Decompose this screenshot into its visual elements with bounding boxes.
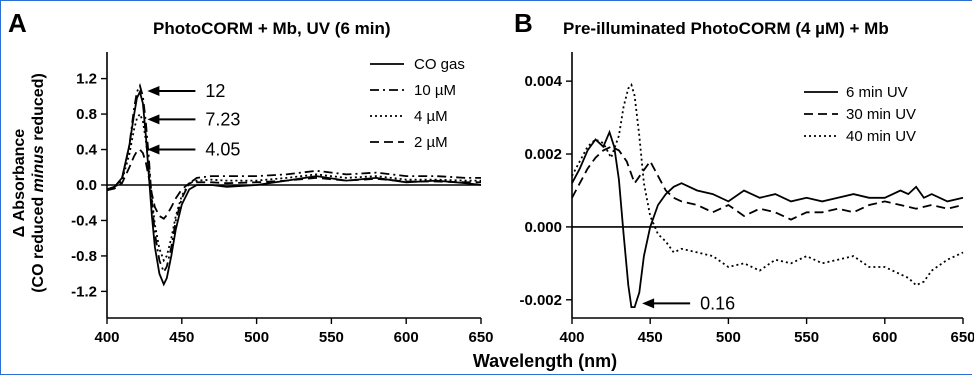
series-line xyxy=(106,83,481,275)
legend-label: 40 min UV xyxy=(846,128,916,145)
series-line xyxy=(106,89,482,287)
y-tick-label: -0.8 xyxy=(71,248,97,265)
series-line xyxy=(106,148,481,220)
legend-label: 10 µM xyxy=(414,82,456,99)
panel-a-plot: 400 450 500 550 600 650 1.2 0.8 0.4 0.0 -0.4 -0.8 -1… xyxy=(71,52,494,346)
series-line xyxy=(571,82,964,287)
panel-a-ylabel: Δ Absorbance (CO reduced minus reduced) xyxy=(11,73,47,293)
x-tick-label: 600 xyxy=(872,329,897,346)
y-tick-label: 1.2 xyxy=(76,71,97,88)
ylabel-line2-pre: (CO reduced xyxy=(30,192,47,292)
legend-label: 2 µM xyxy=(414,134,448,151)
series-line xyxy=(571,145,964,221)
y-tick-label: -1.2 xyxy=(71,283,97,300)
ylabel-line1: Δ Absorbance xyxy=(11,129,28,238)
annotation-arrow-head xyxy=(147,144,160,155)
x-tick-label: 500 xyxy=(244,329,269,346)
legend-label: 30 min UV xyxy=(846,106,916,123)
ylabel-line2: (CO reduced minus reduced) xyxy=(30,73,47,293)
x-tick-label: 450 xyxy=(638,329,663,346)
x-tick-label: 650 xyxy=(950,329,974,346)
annotation-arrow-head xyxy=(147,86,160,97)
x-tick-label: 400 xyxy=(94,329,119,346)
panel-b-title: Pre-illuminated PhotoCORM (4 µM) + Mb xyxy=(563,19,889,38)
series-line xyxy=(571,129,964,308)
x-tick-label: 400 xyxy=(559,329,584,346)
ylabel-line2-italic: minus xyxy=(30,145,47,192)
x-tick-label: 600 xyxy=(394,329,419,346)
x-axis-label: Wavelength (nm) xyxy=(473,351,617,371)
y-tick-label: -0.002 xyxy=(519,292,562,309)
legend-label: 6 min UV xyxy=(846,84,908,101)
annotation-arrow-head xyxy=(147,114,160,125)
panel-a-title: PhotoCORM + Mb, UV (6 min) xyxy=(153,19,391,38)
y-tick-label: 0.0 xyxy=(76,177,97,194)
y-tick-label: -0.4 xyxy=(71,212,98,229)
panel-b-plot: 400 450 500 550 600 650 0.004 0.002 0.000 -0.002 6… xyxy=(519,52,974,346)
annotation-label: 12 xyxy=(205,81,225,101)
x-tick-label: 650 xyxy=(468,329,493,346)
y-tick-label: 0.004 xyxy=(524,73,562,90)
y-tick-label: 0.000 xyxy=(524,219,562,236)
y-tick-label: 0.4 xyxy=(76,142,98,159)
series-line xyxy=(106,112,481,263)
legend-label: 4 µM xyxy=(414,108,448,125)
annotation-arrow-head xyxy=(642,298,655,309)
ylabel-line2-post: reduced) xyxy=(30,73,47,145)
x-tick-label: 500 xyxy=(716,329,741,346)
panel-letter-b: B xyxy=(514,8,533,38)
panel-letter-a: A xyxy=(8,8,27,38)
y-tick-label: 0.8 xyxy=(76,106,97,123)
legend-label: CO gas xyxy=(414,56,465,73)
annotation-label: 0.16 xyxy=(700,293,735,313)
y-tick-label: 0.002 xyxy=(524,146,562,163)
annotation-label: 4.05 xyxy=(205,140,240,160)
x-tick-label: 550 xyxy=(319,329,344,346)
x-tick-label: 450 xyxy=(169,329,194,346)
annotation-label: 7.23 xyxy=(205,109,240,129)
x-tick-label: 550 xyxy=(794,329,819,346)
